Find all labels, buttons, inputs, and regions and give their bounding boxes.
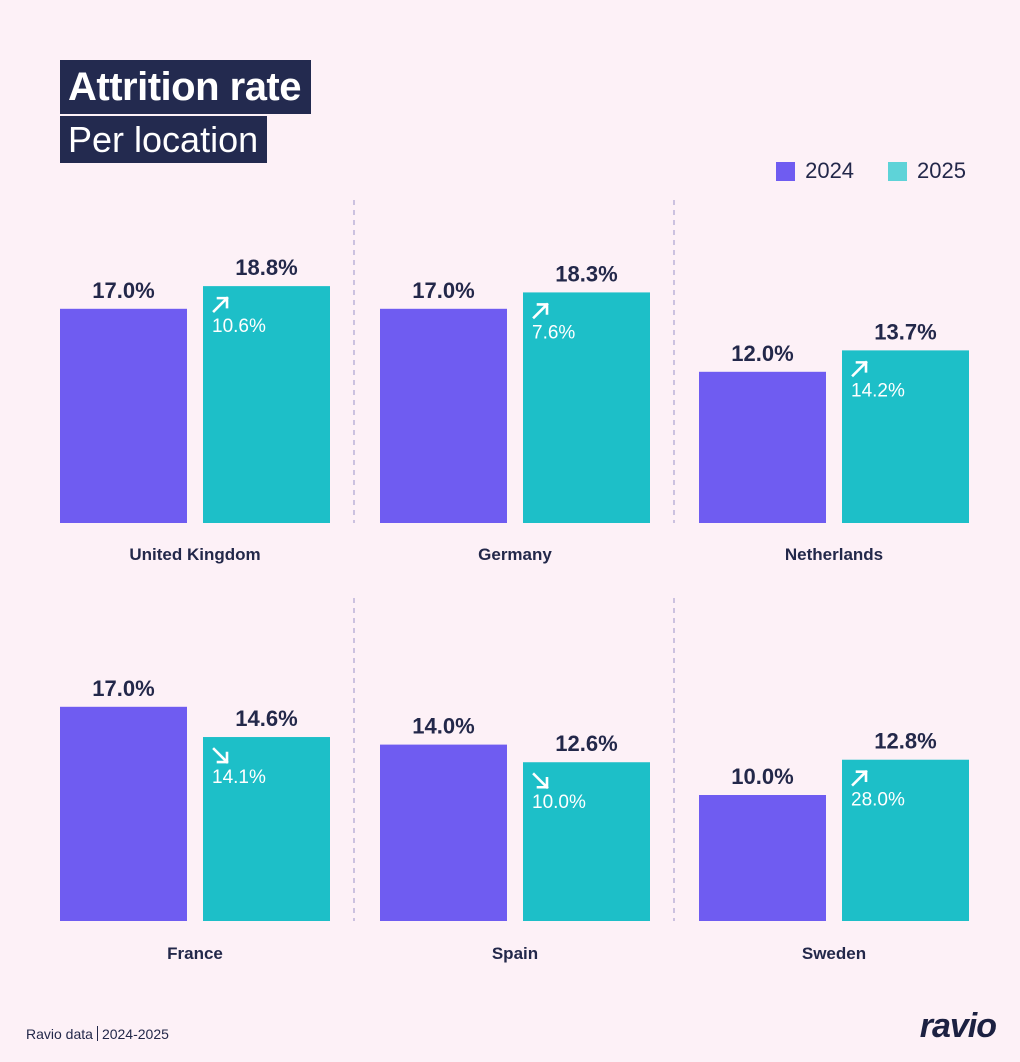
bar-2025-sweden [842,759,969,921]
bar-2024-france [60,706,187,921]
change-arrow-up-icon [532,302,549,320]
bar-2024-spain [380,744,507,921]
change-arrow-up-icon [851,769,868,787]
value-label-2024-france: 17.0% [92,676,154,701]
bar-2025-spain [523,762,650,921]
change-arrow-down-icon [212,747,229,764]
legend: 2024 2025 [776,158,966,184]
change-label-france: 14.1% [212,767,266,788]
chart-subtitle: Per location [60,116,268,163]
value-label-2025-netherlands: 13.7% [874,319,936,344]
value-label-2025-germany: 18.3% [555,261,617,286]
value-label-2025-france: 14.6% [235,706,297,731]
chart-title: Attrition rate [60,60,311,114]
category-label-united-kingdom: United Kingdom [129,545,260,564]
legend-swatch-2024 [776,161,796,181]
change-label-sweden: 28.0% [851,790,905,811]
change-label-spain: 10.0% [532,792,586,813]
bar-2024-united-kingdom [60,308,187,523]
bar-2025-united-kingdom [203,286,330,523]
value-label-2025-spain: 12.6% [555,731,617,756]
footer-source: Ravio data 2024-2025 [26,1026,169,1042]
bar-2025-france [203,737,330,921]
value-label-2024-sweden: 10.0% [731,764,793,789]
change-label-united-kingdom: 10.6% [212,316,266,337]
change-arrow-up-icon [851,360,868,378]
value-label-2024-germany: 17.0% [412,278,474,303]
category-label-germany: Germany [478,545,552,564]
legend-item-2025: 2025 [888,158,966,184]
value-label-2025-united-kingdom: 18.8% [235,255,297,280]
legend-swatch-2025 [888,161,908,181]
category-label-spain: Spain [492,944,538,963]
value-label-2025-sweden: 12.8% [874,729,936,754]
footer-period: 2024-2025 [101,1026,169,1042]
legend-label-2024: 2024 [805,158,855,183]
legend-label-2025: 2025 [917,158,966,183]
footer-separator [96,1026,98,1041]
ravio-logo: ravio [919,1007,997,1045]
bar-2024-sweden [699,795,826,921]
value-label-2024-spain: 14.0% [412,714,474,739]
change-arrow-down-icon [532,772,549,790]
bar-2024-germany [380,308,507,523]
value-label-2024-netherlands: 12.0% [731,341,793,366]
value-label-2024-united-kingdom: 17.0% [92,278,154,303]
category-label-netherlands: Netherlands [785,545,883,564]
change-arrow-up-icon [212,296,229,313]
category-label-france: France [167,944,223,963]
bar-2024-netherlands [699,371,826,523]
bar-2025-germany [523,292,650,523]
change-label-netherlands: 14.2% [851,380,905,401]
bar-2025-netherlands [842,350,969,523]
footer-source-label: Ravio data [26,1026,93,1042]
change-label-germany: 7.6% [532,322,575,343]
legend-item-2024: 2024 [776,158,854,184]
category-label-sweden: Sweden [802,944,866,963]
